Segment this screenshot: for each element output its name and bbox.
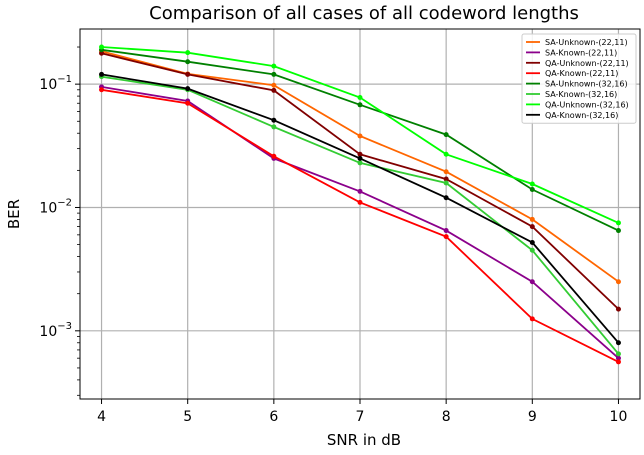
data-point xyxy=(443,132,449,138)
data-point xyxy=(271,153,277,159)
data-point xyxy=(357,133,363,139)
data-point xyxy=(443,228,449,234)
data-point xyxy=(357,102,363,108)
x-tick-label: 4 xyxy=(97,409,106,425)
data-point xyxy=(271,82,277,88)
data-point xyxy=(529,186,535,192)
x-tick-label: 10 xyxy=(610,409,628,425)
y-tick-label: 10−3 xyxy=(39,321,72,340)
data-point xyxy=(529,316,535,322)
data-point xyxy=(615,355,621,361)
legend-label: QA-Unknown-(22,11) xyxy=(545,59,629,68)
data-point xyxy=(99,71,105,77)
x-tick-label: 8 xyxy=(442,409,451,425)
data-point xyxy=(185,50,191,56)
legend: SA-Unknown-(22,11)SA-Known-(22,11) QA-Unk… xyxy=(521,33,637,124)
data-point xyxy=(529,240,535,246)
data-point xyxy=(357,151,363,157)
data-point xyxy=(615,359,621,365)
y-tick-label: 10−1 xyxy=(39,74,72,93)
data-point xyxy=(185,100,191,106)
data-point xyxy=(529,279,535,285)
legend-box xyxy=(521,33,637,124)
data-point xyxy=(357,155,363,161)
data-point xyxy=(443,180,449,186)
data-point xyxy=(529,216,535,222)
data-point xyxy=(357,188,363,194)
x-tick-label: 7 xyxy=(356,409,365,425)
data-point xyxy=(185,59,191,65)
x-tick-label: 6 xyxy=(269,409,278,425)
data-point xyxy=(443,176,449,182)
y-axis-label: BER xyxy=(5,199,23,229)
data-point xyxy=(615,220,621,226)
data-point xyxy=(615,279,621,285)
y-tick-label: 10−2 xyxy=(39,197,72,216)
data-point xyxy=(271,117,277,123)
data-point xyxy=(357,160,363,166)
data-point xyxy=(443,151,449,157)
data-point xyxy=(615,351,621,357)
data-point xyxy=(271,87,277,93)
data-point xyxy=(185,86,191,92)
data-point xyxy=(615,306,621,312)
legend-label: QA-Known-(32,16) xyxy=(545,111,618,120)
data-point xyxy=(271,124,277,130)
legend-label: SA-Unknown-(32,16) xyxy=(545,80,628,89)
data-point xyxy=(271,63,277,69)
series-lines xyxy=(99,44,621,365)
data-point xyxy=(443,234,449,240)
data-point xyxy=(443,195,449,201)
chart-title: Comparison of all cases of all codeword … xyxy=(149,3,579,24)
data-point xyxy=(357,199,363,205)
data-point xyxy=(529,181,535,187)
legend-label: SA-Known-(32,16) xyxy=(545,90,617,99)
data-point xyxy=(615,340,621,346)
data-point xyxy=(357,94,363,100)
data-point xyxy=(271,71,277,77)
data-point xyxy=(99,87,105,93)
legend-label: SA-Unknown-(22,11) xyxy=(545,38,628,47)
x-tick-label: 5 xyxy=(183,409,192,425)
legend-label: QA-Unknown-(32,16) xyxy=(545,100,629,109)
data-point xyxy=(529,224,535,230)
legend-label: QA-Known-(22,11) xyxy=(545,69,618,78)
data-point xyxy=(443,169,449,175)
data-point xyxy=(185,71,191,77)
data-point xyxy=(99,50,105,56)
x-tick-label: 9 xyxy=(528,409,537,425)
data-point xyxy=(529,247,535,253)
data-point xyxy=(615,228,621,234)
x-axis-label: SNR in dB xyxy=(327,431,401,449)
data-point xyxy=(99,44,105,50)
legend-label: SA-Known-(22,11) xyxy=(545,48,617,57)
